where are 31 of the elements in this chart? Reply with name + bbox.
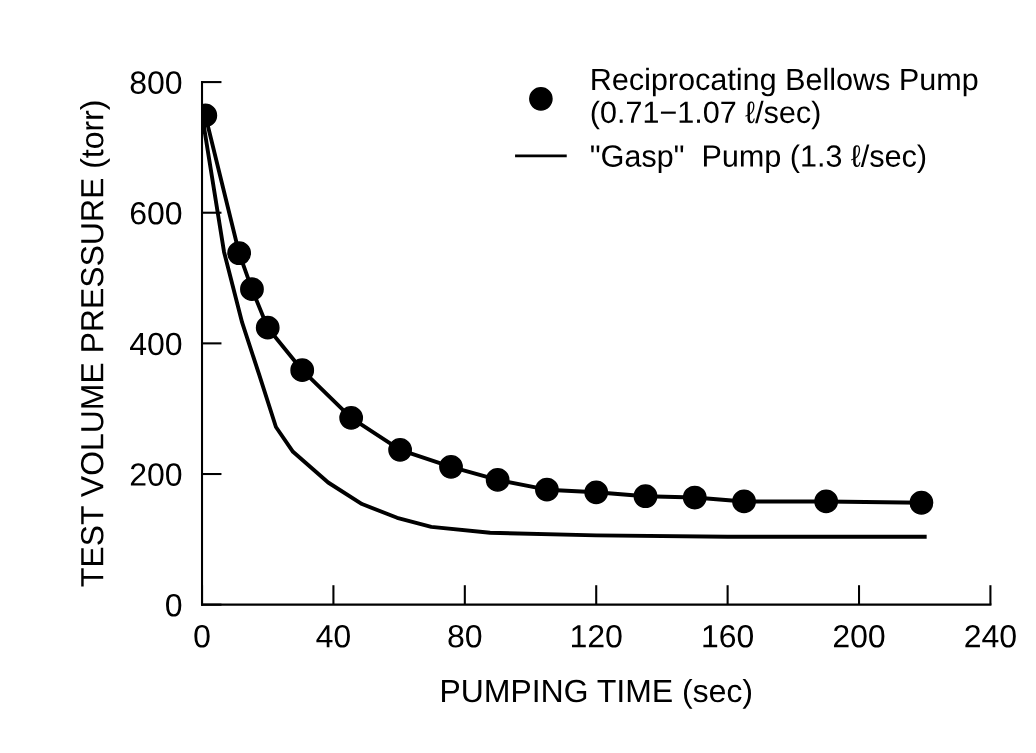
x-tick-label: 0 xyxy=(194,624,210,648)
point xyxy=(732,489,756,514)
y-tick-label: 800 xyxy=(130,71,182,94)
y-axis-title: TEST VOLUME PRESSURE (torr) xyxy=(80,101,110,587)
point xyxy=(485,468,510,492)
legend-label: "Gasp" Pump (1.3 ℓ/sec) xyxy=(591,144,926,173)
x-axis-title: PUMPING TIME (sec) xyxy=(442,678,752,709)
point xyxy=(909,490,934,515)
y-tick-label: 200 xyxy=(130,463,182,486)
point xyxy=(633,484,658,509)
point xyxy=(584,480,609,505)
point xyxy=(290,358,315,383)
x-tick-label: 80 xyxy=(448,624,482,648)
point xyxy=(814,489,839,514)
point xyxy=(240,277,264,302)
point xyxy=(339,405,364,430)
point xyxy=(388,437,412,462)
x-tick-label: 40 xyxy=(316,624,350,648)
point xyxy=(255,315,280,340)
x-tick-label: 200 xyxy=(833,624,885,648)
y-tick-label: 600 xyxy=(130,201,182,225)
point xyxy=(682,485,707,510)
point xyxy=(227,241,252,266)
legend-label: Reciprocating Bellows Pump (0.71−1.07 ℓ/sec) xyxy=(591,67,978,130)
point xyxy=(439,454,463,479)
x-tick-label: 120 xyxy=(572,624,622,648)
point xyxy=(535,477,559,502)
y-tick-label: 0 xyxy=(166,593,182,617)
x-tick-label: 160 xyxy=(703,624,754,648)
y-tick-label: 400 xyxy=(130,332,182,356)
x-tick-label: 240 xyxy=(965,624,1016,648)
